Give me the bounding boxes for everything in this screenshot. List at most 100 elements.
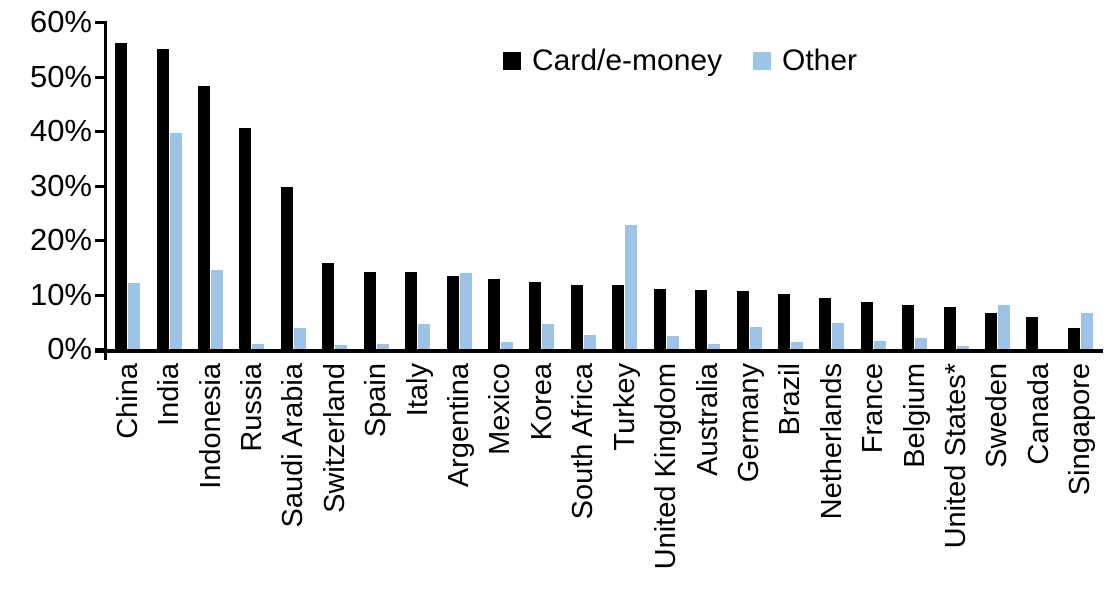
bar-group-singapore: [1060, 22, 1101, 349]
x-label-france: France: [857, 363, 890, 454]
bar-card-singapore: [1067, 328, 1080, 349]
bar-other-belgium: [915, 337, 928, 349]
bar-group-united-kingdom: [645, 22, 686, 349]
x-label-indonesia: Indonesia: [194, 363, 227, 489]
bar-group-germany: [728, 22, 769, 349]
y-tick-label-60: 60%: [29, 4, 92, 39]
bar-card-china: [115, 42, 128, 349]
bar-group-brazil: [770, 22, 811, 349]
bar-group-india: [148, 22, 189, 349]
x-label-korea: Korea: [525, 363, 558, 441]
bar-card-brazil: [777, 293, 790, 349]
plot-area: [107, 22, 1101, 349]
bar-group-argentina: [438, 22, 479, 349]
bar-card-canada: [1026, 316, 1039, 349]
x-label-switzerland: Switzerland: [318, 363, 351, 513]
x-label-united-kingdom: United Kingdom: [650, 363, 683, 570]
bar-other-spain: [376, 343, 389, 349]
bar-other-china: [128, 282, 141, 349]
bar-card-korea: [529, 281, 542, 349]
bar-group-italy: [397, 22, 438, 349]
y-tick-0: [95, 348, 105, 351]
y-tick-30: [95, 184, 105, 188]
bar-other-sweden: [998, 305, 1011, 349]
bar-other-turkey: [625, 225, 638, 349]
x-label-mexico: Mexico: [484, 363, 517, 455]
bar-other-italy: [418, 323, 431, 349]
bar-card-italy: [405, 272, 418, 349]
bar-card-argentina: [446, 275, 459, 349]
bar-other-india: [169, 132, 182, 349]
legend-label-other: Other: [782, 44, 858, 77]
bar-other-korea: [542, 323, 555, 349]
y-tick-label-40: 40%: [29, 113, 92, 148]
bar-other-mexico: [501, 341, 513, 349]
bar-group-sweden: [977, 22, 1018, 349]
y-tick-40: [95, 130, 105, 133]
bar-card-sweden: [985, 313, 998, 349]
bar-group-netherlands: [811, 22, 852, 349]
bar-other-netherlands: [832, 322, 845, 349]
legend-swatch-card-e-money: [503, 52, 521, 70]
bar-other-singapore: [1080, 312, 1093, 349]
x-axis-line: [95, 349, 1103, 353]
x-label-argentina: Argentina: [443, 363, 476, 488]
bar-other-france: [873, 340, 886, 349]
bar-other-south-africa: [583, 335, 596, 349]
x-label-india: India: [153, 363, 186, 426]
bar-group-china: [107, 22, 148, 349]
y-tick-label-50: 50%: [29, 58, 92, 94]
bar-group-south-africa: [563, 22, 604, 349]
y-tick-label-0: 0%: [47, 331, 92, 366]
bar-group-indonesia: [190, 22, 231, 349]
bar-card-saudi-arabia: [280, 186, 293, 349]
bar-other-australia: [708, 343, 721, 349]
bar-other-united-kingdom: [666, 335, 679, 349]
x-label-brazil: Brazil: [774, 363, 807, 436]
bar-group-turkey: [604, 22, 645, 349]
bar-card-india: [156, 49, 169, 349]
bar-card-germany: [736, 291, 749, 349]
x-label-canada: Canada: [1022, 363, 1055, 465]
bar-group-mexico: [480, 22, 521, 349]
bar-group-korea: [521, 22, 562, 349]
x-label-netherlands: Netherlands: [815, 363, 848, 520]
bar-other-argentina: [459, 273, 472, 349]
bar-other-saudi-arabia: [293, 328, 306, 349]
bar-card-netherlands: [819, 298, 832, 349]
bar-group-australia: [687, 22, 728, 349]
x-label-russia: Russia: [235, 363, 268, 452]
y-tick-label-10: 10%: [29, 276, 92, 312]
bar-other-united-states: [956, 346, 969, 349]
bar-group-russia: [231, 22, 272, 349]
y-tick-label-30: 30%: [29, 167, 92, 203]
x-label-belgium: Belgium: [898, 363, 931, 468]
bar-group-spain: [356, 22, 397, 349]
legend-swatch-other: [753, 52, 771, 70]
bar-card-mexico: [488, 278, 500, 349]
bar-other-switzerland: [335, 345, 348, 349]
x-label-south-africa: South Africa: [567, 363, 600, 520]
x-label-australia: Australia: [691, 363, 724, 476]
x-label-germany: Germany: [732, 363, 765, 483]
y-tick-label-20: 20%: [29, 222, 92, 257]
y-axis-line: [104, 21, 107, 360]
x-label-saudi-arabia: Saudi Arabia: [277, 363, 310, 528]
bar-card-united-states: [943, 306, 956, 349]
bar-group-switzerland: [314, 22, 355, 349]
bar-card-australia: [695, 289, 708, 349]
legend-label-card-e-money: Card/e-money: [532, 44, 723, 77]
bar-card-indonesia: [198, 86, 211, 349]
x-label-china: China: [111, 363, 144, 439]
bar-card-spain: [363, 271, 376, 349]
x-label-turkey: Turkey: [608, 363, 641, 451]
bar-card-belgium: [902, 304, 915, 349]
x-label-sweden: Sweden: [981, 363, 1014, 468]
legend-item-card-e-money: Card/e-money: [503, 44, 722, 78]
bar-card-russia: [239, 128, 252, 349]
bar-card-switzerland: [322, 263, 335, 349]
bar-group-france: [853, 22, 894, 349]
bar-card-south-africa: [570, 284, 583, 349]
bar-group-canada: [1018, 22, 1059, 349]
bar-other-brazil: [790, 342, 803, 349]
